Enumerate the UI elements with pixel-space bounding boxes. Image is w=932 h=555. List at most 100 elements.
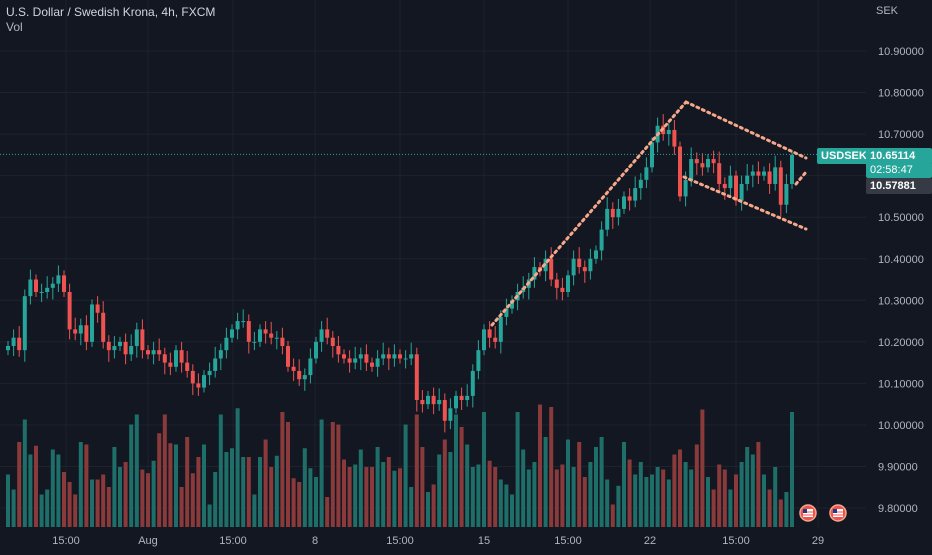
candle-body[interactable] [493,337,498,342]
candle-body[interactable] [426,395,430,405]
candle-body[interactable] [330,337,335,347]
candle-body[interactable] [286,346,290,367]
candle-body[interactable] [45,287,50,292]
candle-body[interactable] [465,395,470,401]
candle-body[interactable] [269,333,274,338]
candle-body[interactable] [454,395,458,409]
candle-body[interactable] [314,341,318,359]
candle-body[interactable] [577,258,582,268]
candle-body[interactable] [241,321,246,323]
candle-body[interactable] [398,354,402,359]
candle-body[interactable] [582,267,587,272]
candle-body[interactable] [224,337,229,351]
candle-body[interactable] [638,179,643,189]
candle-body[interactable] [11,337,16,347]
wedge-breakout-line[interactable] [794,170,808,186]
candle-body[interactable] [146,350,150,355]
candle-body[interactable] [605,208,610,230]
candle-body[interactable] [700,163,705,168]
candle-body[interactable] [689,159,694,180]
candle-body[interactable] [375,358,380,367]
candle-body[interactable] [123,341,128,355]
candle-body[interactable] [106,341,111,351]
candle-body[interactable] [745,175,750,184]
candle-body[interactable] [297,370,302,380]
candle-body[interactable] [364,354,369,363]
candle-body[interactable] [370,362,374,367]
candle-body[interactable] [386,354,391,359]
candle-body[interactable] [6,346,10,351]
candle-body[interactable] [594,250,598,259]
candle-body[interactable] [157,350,162,355]
candle-body[interactable] [722,183,727,189]
candle-body[interactable] [666,129,671,135]
candle-body[interactable] [319,329,324,342]
candle-body[interactable] [767,171,772,184]
candle-body[interactable] [470,370,475,396]
candle-body[interactable] [683,179,688,197]
candle-body[interactable] [84,325,89,342]
candle-body[interactable] [101,312,106,342]
candle-body[interactable] [235,321,240,330]
candle-body[interactable] [258,329,262,342]
candle-body[interactable] [291,366,296,371]
candle-body[interactable] [414,354,419,401]
candle-body[interactable] [717,163,722,184]
candle-body[interactable] [134,329,139,347]
candle-body[interactable] [274,337,279,339]
candle-body[interactable] [336,346,341,355]
candle-body[interactable] [50,283,55,288]
channel-upper-line[interactable] [490,100,688,327]
candle-body[interactable] [762,171,766,176]
candle-body[interactable] [381,354,386,359]
candle-body[interactable] [532,267,537,280]
candle-body[interactable] [39,291,44,293]
candle-body[interactable] [174,350,178,367]
candle-body[interactable] [739,183,744,201]
candle-body[interactable] [56,275,61,284]
candle-body[interactable] [599,229,604,251]
candle-body[interactable] [28,279,33,297]
candle-body[interactable] [190,370,195,384]
candle-body[interactable] [17,337,22,351]
candle-body[interactable] [112,346,117,351]
candle-body[interactable] [73,329,78,334]
candle-body[interactable] [633,188,638,201]
candle-body[interactable] [711,159,716,164]
candle-body[interactable] [571,258,576,276]
candle-body[interactable] [588,258,593,272]
candle-body[interactable] [790,154,794,184]
candle-body[interactable] [140,329,145,351]
candle-body[interactable] [213,358,218,371]
candle-body[interactable] [151,350,156,355]
candle-body[interactable] [734,175,738,201]
candle-body[interactable] [230,329,234,338]
candle-body[interactable] [644,167,649,180]
candle-body[interactable] [610,208,615,218]
candle-body[interactable] [431,395,436,405]
candle-body[interactable] [34,279,38,292]
candle-body[interactable] [118,341,122,347]
candle-body[interactable] [179,350,184,363]
candle-body[interactable] [392,354,397,359]
candle-body[interactable] [420,400,425,405]
candle-body[interactable] [358,354,363,359]
candle-body[interactable] [325,329,330,338]
candle-body[interactable] [95,304,100,313]
candle-body[interactable] [554,279,559,288]
candle-body[interactable] [784,183,789,205]
candle-body[interactable] [678,146,682,197]
candle-body[interactable] [202,375,206,388]
candle-body[interactable] [308,358,313,376]
candle-body[interactable] [67,291,72,330]
symbol-title[interactable]: U.S. Dollar / Swedish Krona, 4h, FXCM [6,5,216,19]
candle-body[interactable] [756,171,761,176]
candle-body[interactable] [409,354,414,359]
candle-body[interactable] [353,358,358,363]
candle-body[interactable] [476,350,481,371]
candle-body[interactable] [302,375,307,380]
candle-body[interactable] [706,159,710,168]
candle-body[interactable] [347,358,352,363]
